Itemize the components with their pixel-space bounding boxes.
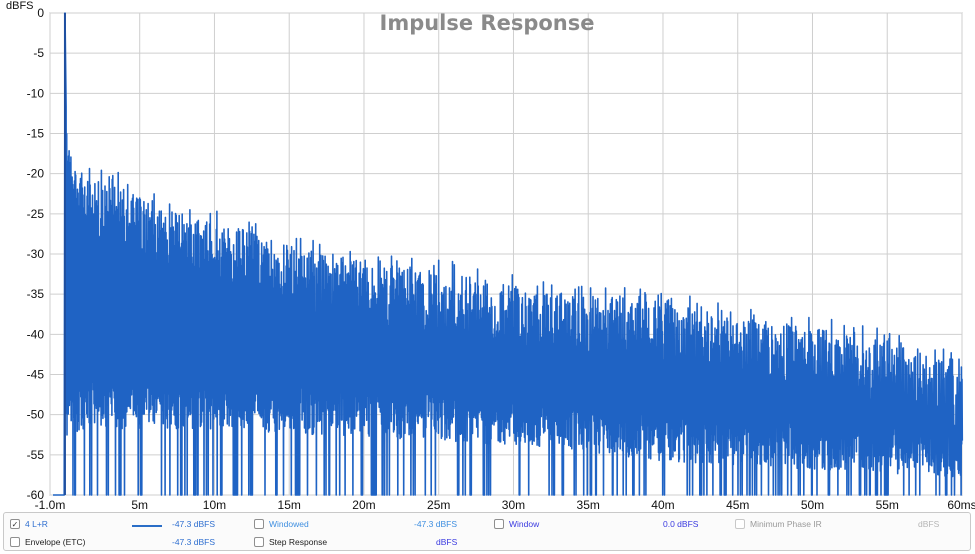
checkbox-windowed[interactable] — [254, 519, 264, 529]
legend-item-window[interactable]: Window — [494, 517, 539, 531]
legend-row-2: Envelope (ETC) -47.3 dBFS Step Response … — [4, 533, 970, 551]
legend-value-envelope-etc: -47.3 dBFS — [172, 537, 215, 547]
legend-label-4-l-r: 4 L+R — [25, 519, 48, 529]
series-4-l-r-trace — [53, 12, 964, 496]
y-tick-label: -15 — [27, 127, 45, 141]
legend-swatch-4-l-r — [132, 525, 162, 527]
legend-label-window: Window — [509, 519, 540, 529]
y-tick-label: -25 — [27, 207, 45, 221]
x-tick-label: 35m — [577, 498, 600, 512]
x-tick-label: 60ms — [947, 498, 975, 512]
legend-label-minimum-phase-ir: Minimum Phase IR — [750, 519, 822, 529]
x-tick-label: 15m — [278, 498, 301, 512]
chart-title: Impulse Response — [380, 11, 595, 35]
y-tick-label: -50 — [27, 408, 45, 422]
legend-value-step-response: dBFS — [436, 537, 458, 547]
series-line-4-l-r — [53, 12, 964, 496]
legend-item-windowed[interactable]: Windowed — [254, 517, 309, 531]
x-tick-label: 50m — [801, 498, 824, 512]
x-tick-label: 10m — [203, 498, 226, 512]
legend-panel: ✓ 4 L+R -47.3 dBFS Windowed -47.3 dBFS W… — [3, 512, 971, 551]
legend-label-windowed: Windowed — [269, 519, 309, 529]
y-tick-label: -60 — [27, 488, 45, 502]
impulse-response-chart[interactable]: 0 -5 -10 -15 -20 -25 -30 -35 -40 -45 -50 -55 -60-1.0… — [0, 0, 975, 512]
x-tick-label: 5m — [131, 498, 148, 512]
legend-item-step-response[interactable]: Step Response — [254, 535, 327, 549]
legend-value-minimum-phase-ir: dBFS — [918, 519, 940, 529]
y-tick-label: -5 — [33, 46, 44, 60]
legend-label-step-response: Step Response — [269, 537, 328, 547]
y-tick-label: -40 — [27, 327, 45, 341]
y-tick-label: -45 — [27, 368, 45, 382]
x-tick-label: 20m — [352, 498, 375, 512]
x-tick-label: 40m — [651, 498, 674, 512]
y-tick-label: -55 — [27, 448, 45, 462]
x-tick-label: 25m — [427, 498, 450, 512]
checkbox-step-response[interactable] — [254, 537, 264, 547]
legend-row-1: ✓ 4 L+R -47.3 dBFS Windowed -47.3 dBFS W… — [4, 515, 970, 533]
y-axis-unit-label: dBFS — [6, 0, 34, 12]
axes: 0 -5 -10 -15 -20 -25 -30 -35 -40 -45 -50 -55 -60-1.0… — [27, 6, 975, 512]
legend-value-windowed: -47.3 dBFS — [414, 519, 457, 529]
checkbox-envelope-etc[interactable] — [10, 537, 20, 547]
x-tick-label: 30m — [502, 498, 525, 512]
y-tick-label: 0 — [37, 6, 44, 20]
x-tick-label: 55m — [876, 498, 899, 512]
checkbox-4-l-r[interactable]: ✓ — [10, 519, 20, 529]
x-tick-label: -1.0m — [35, 498, 66, 512]
legend-item-envelope-etc[interactable]: Envelope (ETC) — [10, 535, 85, 549]
y-tick-label: -35 — [27, 287, 45, 301]
checkbox-window[interactable] — [494, 519, 504, 529]
y-tick-label: -30 — [27, 247, 45, 261]
legend-label-envelope-etc: Envelope (ETC) — [25, 537, 86, 547]
y-tick-label: -10 — [27, 86, 45, 100]
legend-item-4-l-r[interactable]: ✓ 4 L+R — [10, 517, 48, 531]
legend-value-4-l-r: -47.3 dBFS — [172, 519, 215, 529]
y-tick-label: -20 — [27, 167, 45, 181]
x-tick-label: 45m — [726, 498, 749, 512]
legend-value-window: 0.0 dBFS — [663, 519, 699, 529]
legend-item-minimum-phase-ir[interactable]: Minimum Phase IR — [735, 517, 822, 531]
checkbox-minimum-phase-ir[interactable] — [735, 519, 745, 529]
